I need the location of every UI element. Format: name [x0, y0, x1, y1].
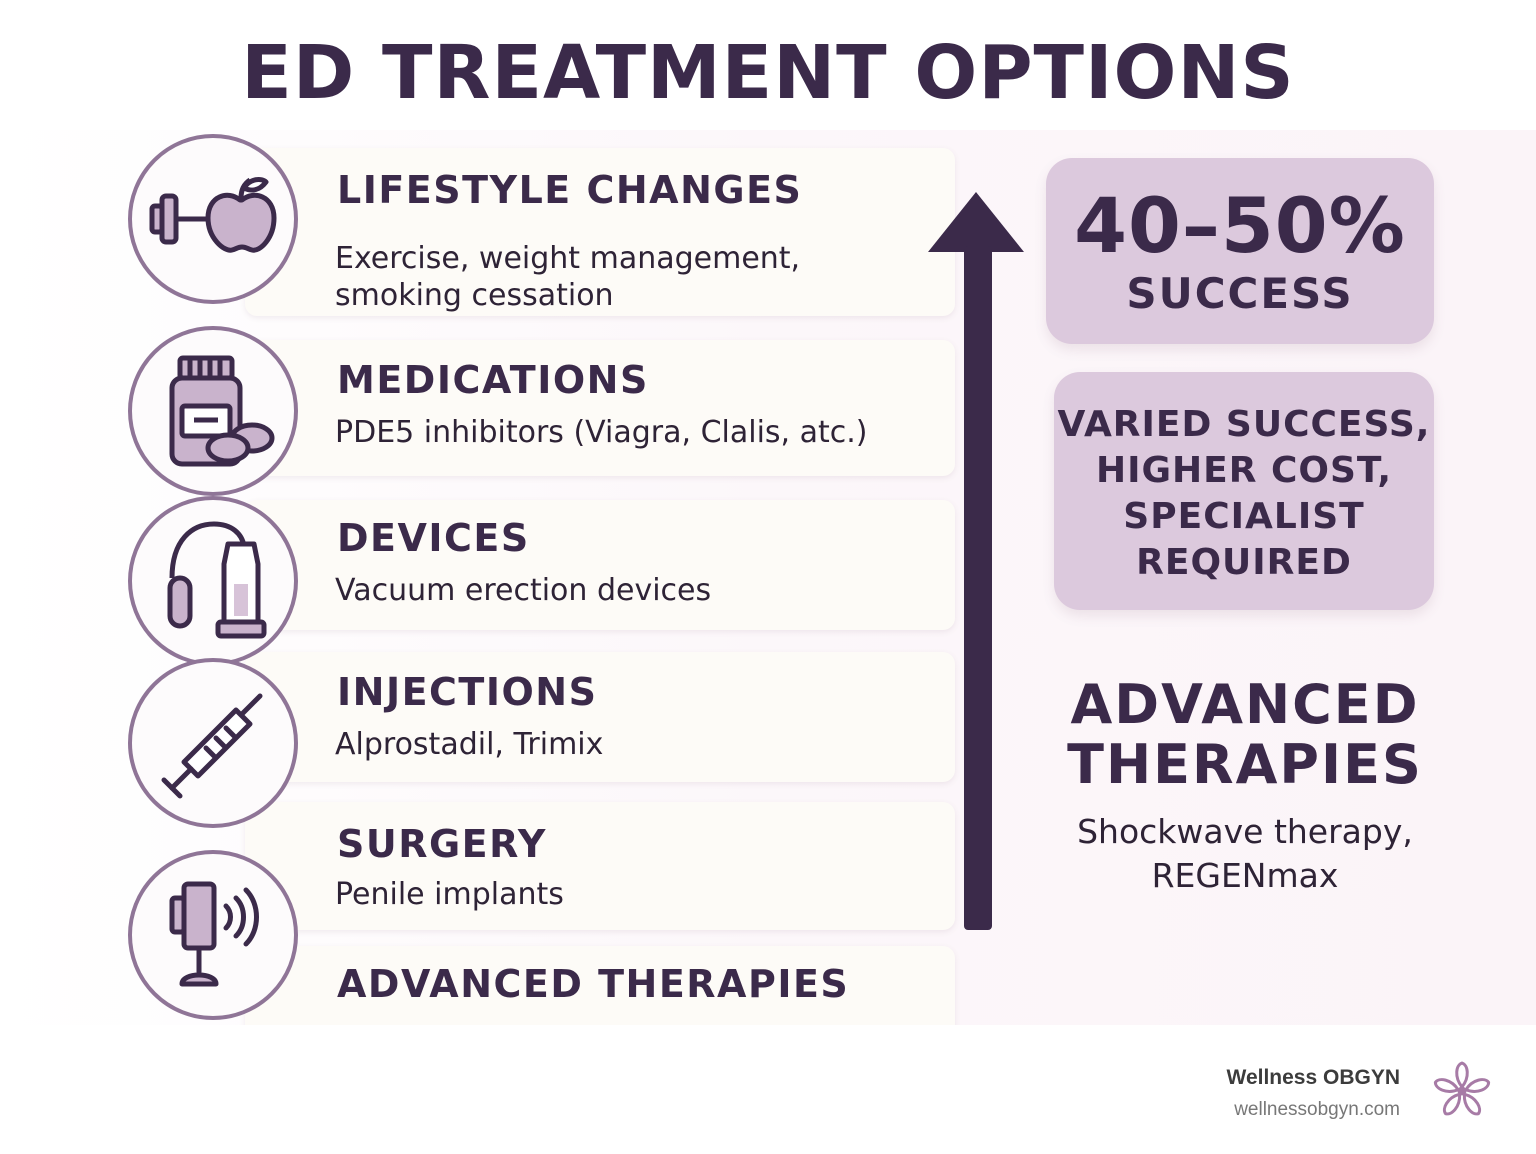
treatment-desc-line: Exercise, weight management, — [335, 241, 801, 276]
success-rate-value: 40–50% — [1074, 181, 1406, 270]
success-rate-box: 40–50% SUCCESS — [1046, 158, 1434, 344]
success-rate-label: SUCCESS — [1126, 269, 1354, 318]
page-title: ED TREATMENT OPTIONS — [241, 30, 1295, 116]
treatment-card-advanced: ADVANCED THERAPIES — [245, 946, 955, 1025]
progression-arrow — [920, 190, 1032, 939]
advanced-therapies-desc: Shockwave therapy, REGENmax — [1040, 810, 1450, 898]
treatment-title: DEVICES — [337, 516, 530, 560]
advanced-therapies-heading: ADVANCED THERAPIES — [1040, 675, 1450, 795]
treatment-title: SURGERY — [337, 822, 547, 866]
cost-note-box: VARIED SUCCESS, HIGHER COST, SPECIALIST … — [1054, 372, 1434, 610]
cost-note-line: SPECIALIST — [1123, 496, 1365, 537]
treatment-desc-line: Alprostadil, Trimix — [335, 727, 604, 762]
treatment-title: ADVANCED THERAPIES — [337, 962, 850, 1006]
treatment-card-lifestyle: LIFESTYLE CHANGES Exercise, weight manag… — [245, 148, 955, 316]
advanced-desc-line: Shockwave therapy, — [1077, 812, 1413, 851]
dumbbell-apple-icon — [128, 134, 298, 304]
treatment-title: MEDICATIONS — [337, 358, 649, 402]
cost-note-line: HIGHER COST, — [1095, 450, 1393, 491]
advanced-desc-line: REGENmax — [1151, 856, 1339, 895]
treatment-card-surgery: SURGERY Penile implants — [245, 802, 955, 930]
advanced-heading-line: THERAPIES — [1067, 733, 1423, 796]
syringe-icon — [128, 658, 298, 828]
shockwave-icon — [128, 850, 298, 1020]
treatment-desc-line: Vacuum erection devices — [335, 573, 712, 608]
treatment-card-medications: MEDICATIONS PDE5 inhibitors (Viagra, Cla… — [245, 340, 955, 476]
treatment-card-injections: INJECTIONS Alprostadil, Trimix — [245, 652, 955, 782]
vacuum-pump-icon — [128, 496, 298, 666]
brand-url: wellnessobgyn.com — [1234, 1099, 1400, 1120]
treatment-desc-line: Penile implants — [335, 877, 564, 912]
treatment-card-devices: DEVICES Vacuum erection devices — [245, 500, 955, 630]
treatment-title: LIFESTYLE CHANGES — [337, 168, 803, 212]
content-area: LIFESTYLE CHANGES Exercise, weight manag… — [0, 130, 1536, 1025]
advanced-heading-line: ADVANCED — [1070, 673, 1420, 736]
flower-logo-icon — [1430, 1058, 1494, 1126]
cost-note-line: VARIED SUCCESS, — [1057, 404, 1431, 445]
treatment-title: INJECTIONS — [337, 670, 598, 714]
brand-name: Wellness OBGYN — [1226, 1066, 1401, 1089]
pill-bottle-icon — [128, 326, 298, 496]
cost-note-line: REQUIRED — [1136, 542, 1352, 583]
treatment-desc-line: PDE5 inhibitors (Viagra, Clalis, atc.) — [335, 415, 868, 450]
treatment-desc-line: smoking cessation — [335, 278, 614, 313]
